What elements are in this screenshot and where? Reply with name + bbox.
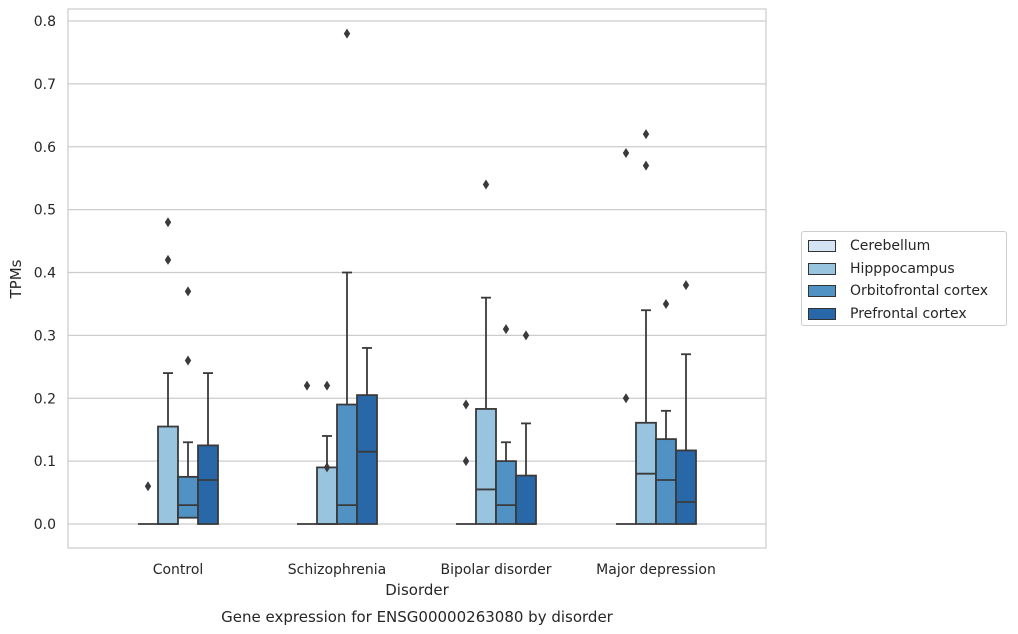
grid-lines <box>68 20 766 525</box>
box-rect <box>336 403 358 525</box>
y-tick-label: 0.4 <box>34 266 56 282</box>
box-3-1 <box>356 347 378 525</box>
box-rect <box>177 475 199 519</box>
outlier-point <box>642 129 650 140</box>
legend-label: Hipppocampus <box>850 260 955 277</box>
box-3-0 <box>197 372 219 525</box>
legend: Cerebellum Hipppocampus Orbitofrontal cort… <box>801 231 1007 326</box>
legend-item: Cerebellum <box>808 236 930 256</box>
outlier-point <box>642 160 650 171</box>
box-layer <box>138 271 697 525</box>
legend-label: Cerebellum <box>850 238 931 254</box>
outlier-layer <box>144 28 690 492</box>
x-tick-label: Schizophrenia <box>288 562 386 578</box>
box-1-2 <box>475 296 497 525</box>
box-2-2 <box>495 441 517 525</box>
y-tick-label: 0.5 <box>34 203 56 219</box>
plot-frame <box>67 8 767 549</box>
box-rect <box>675 449 697 525</box>
legend-label: Prefrontal cortex <box>850 305 967 322</box>
y-tick-label: 0.0 <box>34 517 56 533</box>
chart-title: Gene expression for ENSG00000263080 by d… <box>221 608 614 626</box>
box-rect <box>655 438 677 525</box>
box-rect <box>515 474 537 525</box>
outlier-point <box>184 286 192 297</box>
x-tick-label: Control <box>153 562 204 578</box>
y-tick-label: 0.6 <box>34 140 56 156</box>
outlier-point <box>164 217 172 228</box>
box-rect <box>316 466 338 525</box>
outlier-point <box>682 280 690 291</box>
legend-item: Hipppocampus <box>808 259 955 279</box>
box-rect <box>197 444 219 525</box>
y-tick-label: 0.3 <box>34 328 56 344</box>
outlier-point <box>502 324 510 335</box>
outlier-point <box>343 28 351 39</box>
box-rect <box>356 394 378 525</box>
y-tick-label: 0.2 <box>34 391 56 407</box>
outlier-point <box>184 355 192 366</box>
outlier-point <box>662 298 670 309</box>
outlier-point <box>622 393 630 404</box>
box-1-3 <box>635 309 657 525</box>
y-axis-label: TPMs <box>7 259 25 299</box>
outlier-point <box>622 148 630 159</box>
legend-item: Orbitofrontal cortex <box>808 281 988 301</box>
outlier-point <box>462 399 470 410</box>
outlier-point <box>144 481 152 492</box>
y-tick-label: 0.7 <box>34 77 56 93</box>
box-rect <box>495 460 517 525</box>
box-2-1 <box>336 271 358 525</box>
legend-swatch <box>808 240 836 252</box>
y-tick-label: 0.8 <box>34 14 56 30</box>
legend-label: Orbitofrontal cortex <box>850 283 988 299</box>
y-tick-label: 0.1 <box>34 454 56 470</box>
legend-swatch <box>808 262 836 275</box>
outlier-point <box>462 456 470 467</box>
legend-item: Prefrontal cortex <box>808 304 967 324</box>
x-tick-labels: Control Schizophrenia Bipolar disorder Majo… <box>153 562 716 578</box>
box-3-3 <box>675 353 697 525</box>
outlier-point <box>482 179 490 190</box>
box-rect <box>157 425 179 525</box>
outlier-point <box>164 254 172 265</box>
x-tick-label: Major depression <box>596 562 716 578</box>
box-rect <box>475 408 497 525</box>
box-2-3 <box>655 409 677 525</box>
outlier-point <box>522 330 530 341</box>
legend-swatch <box>808 285 836 297</box>
y-tick-labels: 0.0 0.1 0.2 0.3 0.4 0.5 0.6 0.7 0.8 <box>34 14 56 533</box>
box-2-0 <box>177 441 199 519</box>
box-3-2 <box>515 422 537 525</box>
outlier-point <box>323 462 331 473</box>
outlier-point <box>303 380 311 391</box>
outlier-point <box>323 380 331 391</box>
box-1-1 <box>316 435 338 525</box>
box-1-0 <box>157 372 179 525</box>
x-tick-label: Bipolar disorder <box>440 562 551 578</box>
x-axis-label: Disorder <box>385 581 449 599</box>
legend-swatch <box>808 307 836 320</box>
